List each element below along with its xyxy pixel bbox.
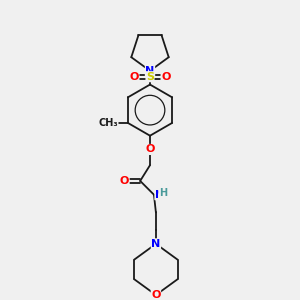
Text: O: O (120, 176, 129, 186)
Text: O: O (145, 145, 155, 154)
Text: O: O (161, 72, 170, 82)
Text: N: N (146, 66, 154, 76)
Text: CH₃: CH₃ (98, 118, 118, 128)
Text: N: N (151, 239, 160, 249)
Text: N: N (155, 190, 164, 200)
Text: O: O (151, 290, 160, 300)
Text: S: S (146, 72, 154, 82)
Text: H: H (159, 188, 167, 198)
Text: O: O (130, 72, 139, 82)
